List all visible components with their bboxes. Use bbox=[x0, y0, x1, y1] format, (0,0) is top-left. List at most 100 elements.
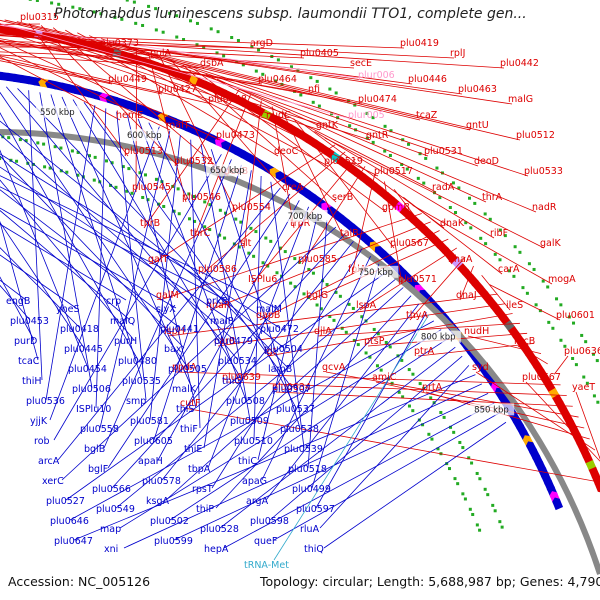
gene-label-plu0445[interactable]: plu0445 bbox=[64, 344, 103, 355]
gene-label-yhes[interactable]: yheS bbox=[56, 304, 80, 315]
gene-label-lamb[interactable]: lamB bbox=[268, 364, 292, 375]
gene-label-thif[interactable]: thiF bbox=[180, 424, 198, 435]
gene-label-plu0449[interactable]: plu0449 bbox=[108, 74, 147, 85]
gene-label-argd[interactable]: argD bbox=[250, 38, 273, 49]
gene-label-xerc[interactable]: xerC bbox=[42, 476, 64, 487]
gene-label-plu0473[interactable]: plu0473 bbox=[216, 130, 255, 141]
gene-label-purh[interactable]: purH bbox=[114, 336, 137, 347]
gene-label-slt[interactable]: slt bbox=[240, 238, 252, 249]
gene-label-nadr[interactable]: nadR bbox=[532, 202, 557, 213]
gene-label-isplu10[interactable]: ISPlu10 bbox=[76, 404, 111, 415]
gene-label-plu0578[interactable]: plu0578 bbox=[142, 476, 181, 487]
gene-label-this[interactable]: thiS bbox=[176, 404, 194, 415]
gene-label-rpst[interactable]: rpsT bbox=[192, 484, 213, 495]
gene-label-plu0419[interactable]: plu0419 bbox=[400, 38, 439, 49]
gene-label-talb[interactable]: talB bbox=[340, 228, 359, 239]
gene-label-malp[interactable]: malP bbox=[210, 316, 234, 327]
gene-label-plu0538[interactable]: plu0538 bbox=[280, 424, 319, 435]
gene-label-malt[interactable]: malT bbox=[166, 120, 190, 131]
gene-label-plu0464[interactable]: plu0464 bbox=[258, 74, 297, 85]
gene-label-amic[interactable]: amiC bbox=[372, 372, 397, 383]
gene-label-plu0537[interactable]: plu0537 bbox=[276, 404, 315, 415]
gene-label-engb[interactable]: engB bbox=[6, 296, 30, 307]
gene-label-plu0586[interactable]: plu0586 bbox=[198, 264, 237, 275]
gene-label-map[interactable]: map bbox=[100, 524, 121, 535]
gene-label-rplj[interactable]: rplJ bbox=[450, 48, 465, 59]
gene-label-plu0506[interactable]: plu0506 bbox=[72, 384, 111, 395]
gene-label-isph[interactable]: ispH bbox=[164, 326, 185, 337]
gene-label-plu0531[interactable]: plu0531 bbox=[424, 146, 463, 157]
gene-label-plu0539[interactable]: plu0539 bbox=[284, 444, 323, 455]
gene-label-plu0442[interactable]: plu0442 bbox=[500, 58, 539, 69]
gene-label-plu0535[interactable]: plu0535 bbox=[122, 376, 161, 387]
gene-label-sece[interactable]: secE bbox=[350, 58, 372, 69]
gene-label-plu0545[interactable]: plu0545 bbox=[132, 182, 171, 193]
gene-label-plu0505[interactable]: plu0505 bbox=[168, 364, 207, 375]
gene-label-quef[interactable]: queF bbox=[254, 536, 277, 547]
gene-label-plu0507[interactable]: plu0507 bbox=[272, 384, 311, 395]
gene-label-plu0472[interactable]: plu0472 bbox=[260, 324, 299, 335]
gene-label-plu0513[interactable]: plu0513 bbox=[124, 146, 163, 157]
gene-label-bglf[interactable]: bglF bbox=[88, 464, 108, 475]
gene-label-plu0499[interactable]: plu0499 bbox=[292, 484, 331, 495]
gene-label-plu0647[interactable]: plu0647 bbox=[54, 536, 93, 547]
gene-label-prta[interactable]: prtA bbox=[422, 382, 443, 393]
gene-label-plu0518[interactable]: plu0518 bbox=[288, 464, 327, 475]
gene-label-heme[interactable]: hemE bbox=[116, 110, 143, 121]
gene-label-xni[interactable]: xni bbox=[104, 544, 118, 555]
gene-label-bglb[interactable]: bglB bbox=[84, 444, 105, 455]
gene-label-lgt[interactable]: lgt bbox=[264, 346, 277, 357]
gene-label-gntr[interactable]: gntR bbox=[366, 130, 389, 141]
gene-label-plu0427[interactable]: plu0427 bbox=[158, 84, 197, 95]
gene-label-crp[interactable]: crp bbox=[106, 296, 121, 307]
gene-label-plu0512[interactable]: plu0512 bbox=[516, 130, 555, 141]
gene-label-serb[interactable]: serB bbox=[332, 192, 353, 203]
gene-label-malq[interactable]: malQ bbox=[110, 316, 135, 327]
gene-label-dnak[interactable]: dnaK bbox=[440, 218, 465, 229]
gene-label-plu0519[interactable]: plu0519 bbox=[324, 156, 363, 167]
gene-label-plur006[interactable]: plur006 bbox=[358, 70, 395, 81]
gene-label-bglg[interactable]: bglG bbox=[306, 290, 328, 301]
gene-label-thiq[interactable]: thiQ bbox=[304, 544, 324, 555]
gene-label-dnaj[interactable]: dnaJ bbox=[456, 290, 477, 301]
gene-label-plu0581[interactable]: plu0581 bbox=[130, 416, 169, 427]
gene-label-plu0446[interactable]: plu0446 bbox=[408, 74, 447, 85]
gene-label-plu0418[interactable]: plu0418 bbox=[60, 324, 99, 335]
gene-label-yaet[interactable]: yaeT bbox=[572, 382, 595, 393]
gene-label-galt[interactable]: galT bbox=[148, 254, 168, 265]
gene-label-ptra[interactable]: ptrA bbox=[414, 346, 435, 357]
gene-label-apag[interactable]: apaG bbox=[242, 476, 267, 487]
gene-label-plu0639[interactable]: plu0639 bbox=[222, 372, 261, 383]
gene-label-moga[interactable]: mogA bbox=[548, 274, 576, 285]
gene-label-plu0517[interactable]: plu0517 bbox=[374, 166, 413, 177]
gene-label-nudc[interactable]: nudC bbox=[266, 110, 291, 121]
gene-label-plu0554[interactable]: plu0554 bbox=[232, 202, 271, 213]
gene-label-plu0502[interactable]: plu0502 bbox=[150, 516, 189, 527]
gene-label-plu0566[interactable]: plu0566 bbox=[92, 484, 131, 495]
gene-label-nhar[interactable]: nhaR bbox=[206, 300, 231, 311]
gene-label-thrc[interactable]: thrC bbox=[190, 228, 211, 239]
gene-label-plu0509[interactable]: plu0509 bbox=[230, 416, 269, 427]
gene-label-thya[interactable]: thyA bbox=[406, 310, 428, 321]
gene-label-plu0558[interactable]: plu0558 bbox=[80, 424, 119, 435]
gene-label-tcaz[interactable]: tcaZ bbox=[416, 110, 438, 121]
gene-label-plu0567[interactable]: plu0567 bbox=[390, 238, 429, 249]
gene-label-deoc[interactable]: deoC bbox=[274, 146, 299, 157]
gene-label-plu0605[interactable]: plu0605 bbox=[134, 436, 173, 447]
gene-label-plu0598[interactable]: plu0598 bbox=[250, 516, 289, 527]
gene-label-nfi[interactable]: nfi bbox=[308, 84, 320, 95]
gene-label-gntu[interactable]: gntU bbox=[466, 120, 489, 131]
gene-label-rada[interactable]: radA bbox=[432, 182, 455, 193]
gene-label-plu0474[interactable]: plu0474 bbox=[358, 94, 397, 105]
gene-label-isplu6[interactable]: ISPlu6 bbox=[248, 274, 277, 285]
gene-label-rob[interactable]: rob bbox=[34, 436, 50, 447]
gene-label-plur005[interactable]: plur005 bbox=[348, 110, 385, 121]
gene-label-plu0634[interactable]: plu0634 bbox=[272, 382, 311, 393]
gene-label-plu0597[interactable]: plu0597 bbox=[296, 504, 335, 515]
gene-label-crea[interactable]: creA bbox=[282, 182, 304, 193]
gene-label-slyx[interactable]: slyX bbox=[156, 304, 176, 315]
gene-label-plu0534[interactable]: plu0534 bbox=[218, 356, 257, 367]
gene-label-thip[interactable]: thiP bbox=[196, 504, 214, 515]
gene-label-plu0528[interactable]: plu0528 bbox=[200, 524, 239, 535]
gene-label-plu0453[interactable]: plu0453 bbox=[10, 316, 49, 327]
